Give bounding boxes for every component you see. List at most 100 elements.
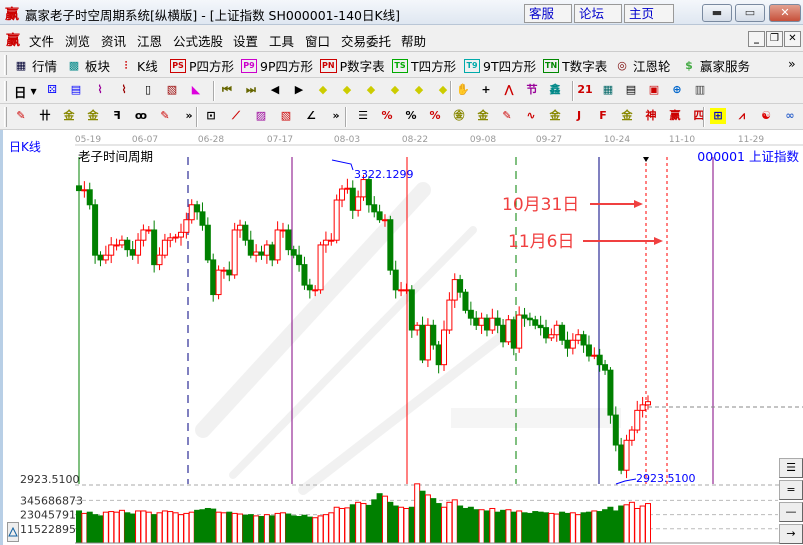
- t-number-table-button[interactable]: TN T数字表: [543, 56, 607, 75]
- menu-gann[interactable]: 江恩: [137, 34, 163, 49]
- homepage-link[interactable]: 主页: [624, 4, 674, 23]
- menu-settings[interactable]: 设置: [233, 34, 259, 49]
- mdi-close-button[interactable]: ✕: [784, 31, 801, 47]
- p-square-button[interactable]: PS P四方形: [170, 56, 234, 75]
- left-arrow-icon[interactable]: ◀: [270, 83, 280, 96]
- j-fan-icon[interactable]: J: [576, 109, 582, 122]
- period-dropdown[interactable]: 日 ▼: [14, 82, 38, 101]
- more-tools-icon[interactable]: »: [332, 109, 340, 122]
- p-number-table-button[interactable]: PN P数字表: [320, 56, 385, 75]
- gann-grid-icon[interactable]: ▧: [280, 109, 292, 122]
- quote-button[interactable]: ▦ 行情: [13, 56, 57, 75]
- computer-icon[interactable]: ▥: [694, 83, 706, 96]
- maximize-button[interactable]: ▭: [735, 4, 765, 22]
- expand-icon[interactable]: ◆: [366, 83, 376, 96]
- layout-three-button[interactable]: ☰: [779, 458, 803, 478]
- grid-icon[interactable]: ⊞: [710, 108, 726, 124]
- kline-chart[interactable]: 05-19 06-07 06-28 07-17 08-03 08-22 09-08 09-27…: [3, 130, 803, 545]
- gold-ratio2-icon[interactable]: 金: [87, 109, 99, 122]
- t-square-button[interactable]: TS T四方形: [392, 56, 456, 75]
- god-fan-icon[interactable]: 神: [645, 109, 657, 122]
- ruler-icon[interactable]: ☰: [358, 109, 368, 122]
- lock-pattern-icon[interactable]: ▧: [166, 83, 178, 96]
- layout-one-button[interactable]: —: [779, 502, 803, 522]
- mdi-restore-button[interactable]: ❐: [766, 31, 783, 47]
- zoom-in-icon[interactable]: ◆: [414, 83, 424, 96]
- ruler-pen-icon[interactable]: ✎: [160, 109, 170, 122]
- gold-circle-icon[interactable]: ㊎: [453, 109, 465, 122]
- toolbar-grip[interactable]: [4, 81, 7, 101]
- more-tools-icon[interactable]: »: [185, 109, 193, 122]
- f-fan-icon[interactable]: F: [599, 109, 607, 122]
- festival-icon[interactable]: 节: [526, 83, 538, 96]
- notes-icon[interactable]: ▤: [625, 83, 637, 96]
- customer-service-link[interactable]: 客服: [524, 4, 572, 23]
- menu-formula[interactable]: 公式选股: [173, 34, 224, 49]
- gold-icon[interactable]: 金: [549, 109, 561, 122]
- line-chart-icon[interactable]: ⩘: [738, 109, 746, 122]
- gold-lines-icon[interactable]: 金: [477, 109, 489, 122]
- calculator-icon[interactable]: ▦: [602, 83, 614, 96]
- shift-right-icon[interactable]: ◆: [342, 83, 352, 96]
- sector-button[interactable]: ▩ 板块: [66, 56, 110, 75]
- crosshair-icon[interactable]: +: [481, 83, 491, 96]
- first-icon[interactable]: ⏮: [222, 83, 232, 96]
- shift-left-icon[interactable]: ◆: [318, 83, 328, 96]
- infinity-icon[interactable]: ∞: [785, 109, 795, 122]
- toolbar-grip[interactable]: [4, 55, 7, 75]
- toolbar-more-button[interactable]: »: [788, 56, 796, 71]
- percent-lines-icon[interactable]: %: [429, 109, 441, 122]
- four-fan-icon[interactable]: 四: [693, 109, 705, 122]
- win-fan-icon[interactable]: 赢: [669, 109, 681, 122]
- menu-trade[interactable]: 交易委托: [341, 34, 392, 49]
- expand-panel-button[interactable]: [7, 522, 19, 542]
- menu-help[interactable]: 帮助: [401, 34, 427, 49]
- layout-two-button[interactable]: =: [779, 480, 803, 500]
- clipboard-icon[interactable]: ▤: [70, 83, 82, 96]
- gold-fan-icon[interactable]: 金: [621, 109, 633, 122]
- right-arrow-icon[interactable]: ▶: [294, 83, 304, 96]
- spiral-icon[interactable]: ꝏ: [134, 109, 148, 122]
- percent-icon[interactable]: %: [405, 109, 417, 122]
- forum-link[interactable]: 论坛: [574, 4, 622, 23]
- toolbar-grip[interactable]: [4, 107, 7, 127]
- chart-area[interactable]: 05-19 06-07 06-28 07-17 08-03 08-22 09-08 09-27…: [0, 130, 803, 545]
- close-button[interactable]: ✕: [769, 4, 801, 22]
- save-icon[interactable]: ▣: [648, 83, 660, 96]
- minimize-button[interactable]: ▬: [702, 4, 732, 22]
- menu-window[interactable]: 窗口: [305, 34, 331, 49]
- indicator-3-icon[interactable]: ⌇: [97, 83, 103, 96]
- volume-profile-icon[interactable]: ◣: [191, 83, 201, 96]
- network-icon[interactable]: ⊕: [672, 83, 682, 96]
- menu-tools[interactable]: 工具: [269, 34, 295, 49]
- menu-info[interactable]: 资讯: [101, 34, 127, 49]
- fib-icon[interactable]: ꟻ: [113, 109, 121, 122]
- box-icon[interactable]: ⊡: [206, 109, 216, 122]
- zoom-out-icon[interactable]: ◆: [438, 83, 448, 96]
- menu-browse[interactable]: 浏览: [65, 34, 91, 49]
- yin-yang-icon[interactable]: ☯: [761, 109, 771, 122]
- gann-box-icon[interactable]: ▨: [255, 109, 267, 122]
- winner-service-button[interactable]: $ 赢家服务: [681, 56, 750, 75]
- fan-icon[interactable]: ⟋: [232, 109, 240, 122]
- menu-file[interactable]: 文件: [29, 34, 55, 49]
- pen-icon[interactable]: ✎: [16, 109, 26, 122]
- pencil-icon[interactable]: ✎: [502, 109, 512, 122]
- gold-ratio-icon[interactable]: 金: [63, 109, 75, 122]
- line-draw-icon[interactable]: ⋀: [504, 83, 514, 96]
- angle-icon[interactable]: ∠: [306, 109, 316, 122]
- indicator-9-icon[interactable]: ⌇: [121, 83, 127, 96]
- wave-icon[interactable]: ∿: [526, 109, 536, 122]
- mdi-minimize-button[interactable]: _: [748, 31, 765, 47]
- gann-wheel-button[interactable]: ◎ 江恩轮: [614, 56, 670, 75]
- 9p-square-button[interactable]: P9 9P四方形: [241, 56, 313, 75]
- mark-icon[interactable]: 鑫: [549, 83, 561, 96]
- 9t-square-button[interactable]: T9 9T四方形: [464, 56, 536, 75]
- candle-type-icon[interactable]: ▯: [144, 83, 152, 96]
- last-icon[interactable]: ⏭: [246, 83, 256, 96]
- kline-button[interactable]: ⫶ K线: [118, 56, 158, 75]
- shrink-icon[interactable]: ◆: [390, 83, 400, 96]
- hand-icon[interactable]: ✋: [456, 83, 470, 96]
- scroll-right-button[interactable]: →: [779, 524, 803, 544]
- parallel-lines-icon[interactable]: 卄: [39, 109, 51, 122]
